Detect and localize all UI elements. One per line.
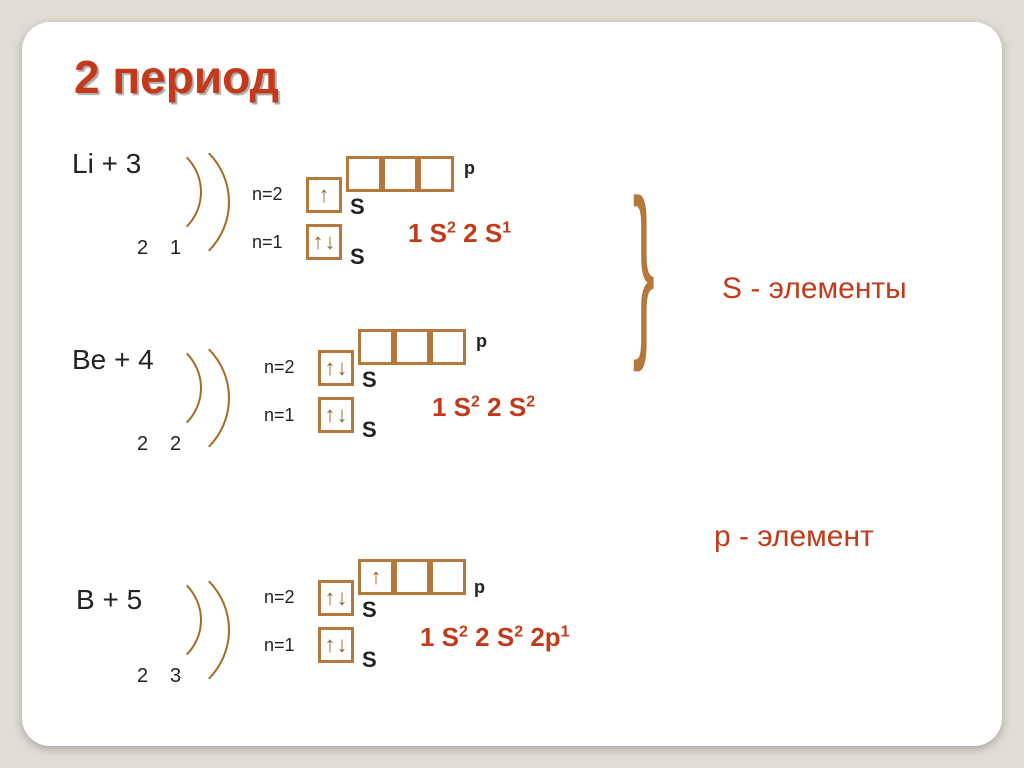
slide-title: 2 период (74, 50, 279, 104)
level-label-n1: n=1 (252, 232, 283, 253)
level-label-n1: n=1 (264, 405, 295, 426)
s-sublabel: S (350, 244, 365, 270)
shell-arc (90, 132, 230, 272)
p-orbital-box (430, 559, 466, 595)
slide: 2 период Li + 3 2 1 n=2 n=1 S p S 1 S2 2… (22, 22, 1002, 746)
p-orbital-box (430, 329, 466, 365)
p-orbital-box (358, 329, 394, 365)
level-label-n2: n=2 (264, 587, 295, 608)
p-sublabel: p (474, 577, 485, 598)
electron-config-li: 1 S2 2 S1 (408, 218, 511, 249)
s-sublabel: S (362, 597, 377, 623)
p-orbital-box (382, 156, 418, 192)
s-elements-label: S - элементы (722, 272, 907, 306)
level-label-n1: n=1 (264, 635, 295, 656)
p-sublabel: p (476, 331, 487, 352)
electron-arrows (318, 582, 354, 614)
p-orbital-box (394, 329, 430, 365)
electron-arrows (318, 399, 354, 431)
shell-arc (90, 560, 230, 700)
s-sublabel: S (362, 647, 377, 673)
shell-number: 2 (137, 665, 148, 688)
electron-arrows (318, 629, 354, 661)
electron-arrows (306, 226, 342, 258)
electron-arrows (358, 561, 394, 593)
level-label-n2: n=2 (264, 357, 295, 378)
p-orbital-box (394, 559, 430, 595)
electron-arrows (318, 352, 354, 384)
shell-number: 2 (137, 433, 148, 456)
shell-number: 2 (170, 433, 181, 456)
shell-number: 2 (137, 237, 148, 260)
electron-config-be: 1 S2 2 S2 (432, 392, 535, 423)
electron-config-b: 1 S2 2 S2 2p1 (420, 622, 570, 653)
p-sublabel: p (464, 158, 475, 179)
s-sublabel: S (362, 367, 377, 393)
level-label-n2: n=2 (252, 184, 283, 205)
shell-number: 3 (170, 665, 181, 688)
brace-icon: } (633, 182, 655, 353)
shell-arc (90, 328, 230, 468)
p-orbital-box (346, 156, 382, 192)
electron-arrows (306, 179, 342, 211)
shell-number: 1 (170, 237, 181, 260)
s-sublabel: S (350, 194, 365, 220)
p-element-label: p - элемент (714, 520, 874, 554)
p-orbital-box (418, 156, 454, 192)
s-sublabel: S (362, 417, 377, 443)
